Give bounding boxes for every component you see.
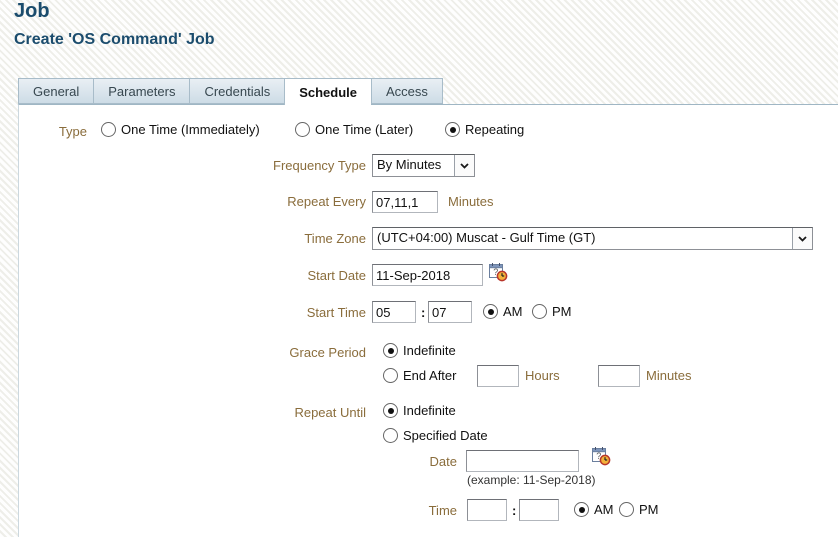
radio-circle-icon (101, 122, 116, 137)
svg-text:?: ? (596, 451, 601, 461)
radio-one-time-later[interactable]: One Time (Later) (295, 122, 413, 137)
time-zone-select[interactable]: (UTC+04:00) Muscat - Gulf Time (GT) (372, 227, 813, 250)
date-label: Date (429, 454, 457, 469)
start-time-hour-input[interactable] (372, 301, 416, 323)
radio-label: PM (639, 502, 659, 517)
radio-label: One Time (Later) (315, 122, 414, 137)
time-separator: : (421, 305, 426, 320)
start-time-pm-radio[interactable]: PM (532, 304, 572, 319)
chevron-down-icon[interactable] (454, 155, 474, 176)
radio-circle-icon (383, 343, 398, 358)
time-label: Time (428, 503, 457, 518)
radio-circle-icon (295, 122, 310, 137)
radio-label: PM (552, 304, 572, 319)
repeat-until-indefinite-radio[interactable]: Indefinite (383, 403, 456, 418)
radio-label: AM (594, 502, 614, 517)
tab-bar: General Parameters Credentials Schedule … (18, 78, 443, 105)
grace-period-end-after-radio[interactable]: End After (383, 368, 456, 383)
grace-period-minutes-input[interactable] (598, 365, 640, 387)
page-title: Job (14, 0, 50, 22)
tab-access[interactable]: Access (371, 78, 443, 104)
time-am-radio[interactable]: AM (574, 502, 614, 517)
radio-circle-icon (383, 368, 398, 383)
time-hour-input[interactable] (467, 499, 507, 521)
repeat-every-label: Repeat Every (287, 194, 366, 209)
radio-label: End After (403, 368, 457, 383)
date-picker-icon[interactable]: ? (488, 262, 508, 282)
radio-circle-icon (574, 502, 589, 517)
svg-text:?: ? (493, 267, 498, 277)
radio-circle-icon (483, 304, 498, 319)
date-picker-icon[interactable]: ? (591, 446, 611, 466)
time-zone-label: Time Zone (304, 231, 366, 246)
radio-repeating[interactable]: Repeating (445, 122, 524, 137)
chevron-down-icon[interactable] (792, 228, 812, 249)
radio-label: Repeating (465, 122, 525, 137)
tab-schedule[interactable]: Schedule (284, 78, 372, 105)
date-format-example: (example: 11-Sep-2018) (467, 473, 596, 487)
tab-general[interactable]: General (18, 78, 94, 104)
radio-label: One Time (Immediately) (121, 122, 260, 137)
start-date-label: Start Date (307, 268, 366, 283)
repeat-every-input[interactable] (372, 191, 438, 213)
grace-period-minutes-label: Minutes (646, 368, 692, 383)
repeat-until-label: Repeat Until (294, 405, 366, 420)
radio-circle-icon (445, 122, 460, 137)
grace-period-label: Grace Period (289, 345, 366, 360)
radio-label: Indefinite (403, 343, 456, 358)
grace-period-hours-label: Hours (525, 368, 560, 383)
time-minute-input[interactable] (519, 499, 559, 521)
radio-one-time-immediately[interactable]: One Time (Immediately) (101, 122, 260, 137)
radio-circle-icon (619, 502, 634, 517)
page-subtitle: Create 'OS Command' Job (14, 31, 215, 48)
start-time-am-radio[interactable]: AM (483, 304, 523, 319)
schedule-tab-panel: Type One Time (Immediately) One Time (La… (18, 104, 838, 537)
frequency-type-select[interactable]: By Minutes (372, 154, 475, 177)
repeat-until-specified-date-radio[interactable]: Specified Date (383, 428, 488, 443)
date-input[interactable] (466, 450, 579, 472)
start-time-minute-input[interactable] (428, 301, 472, 323)
radio-label: AM (503, 304, 523, 319)
time-zone-value: (UTC+04:00) Muscat - Gulf Time (GT) (377, 230, 596, 245)
start-time-label: Start Time (306, 305, 366, 320)
grace-period-indefinite-radio[interactable]: Indefinite (383, 343, 456, 358)
frequency-type-value: By Minutes (377, 157, 442, 172)
tab-credentials[interactable]: Credentials (189, 78, 285, 104)
grace-period-hours-input[interactable] (477, 365, 519, 387)
radio-circle-icon (383, 428, 398, 443)
frequency-type-label: Frequency Type (273, 158, 366, 173)
type-label: Type (58, 124, 87, 139)
start-date-input[interactable] (372, 264, 483, 286)
time-pm-radio[interactable]: PM (619, 502, 659, 517)
radio-label: Specified Date (403, 428, 488, 443)
tab-parameters[interactable]: Parameters (93, 78, 190, 104)
radio-circle-icon (532, 304, 547, 319)
radio-label: Indefinite (403, 403, 456, 418)
radio-circle-icon (383, 403, 398, 418)
time-separator: : (512, 503, 517, 518)
repeat-every-unit-label: Minutes (448, 194, 494, 209)
